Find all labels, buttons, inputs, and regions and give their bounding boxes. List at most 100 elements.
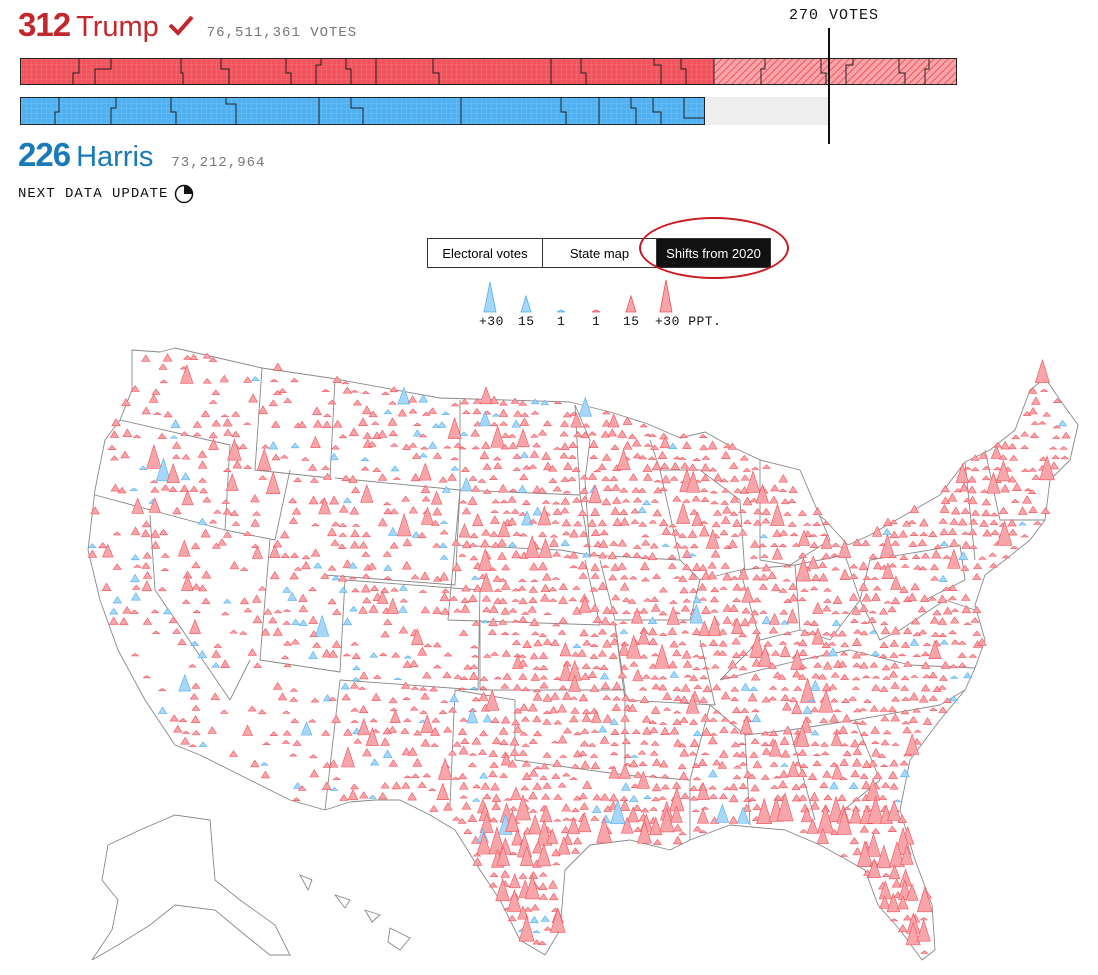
county-shift-glyph	[739, 715, 753, 735]
county-shift-glyph	[761, 615, 772, 625]
county-shift-glyph	[848, 592, 859, 601]
county-shift-glyph	[421, 496, 431, 502]
county-shift-glyph	[685, 693, 700, 714]
trump-electoral-bar	[20, 58, 957, 85]
county-shift-glyph	[331, 575, 341, 581]
legend-label-rep-1: 1	[592, 314, 601, 329]
county-shift-glyph	[469, 645, 479, 649]
county-shift-glyph	[1022, 495, 1032, 504]
county-shift-glyph	[307, 719, 317, 723]
county-shift-glyph	[749, 633, 765, 659]
county-shift-glyph	[619, 582, 630, 591]
county-shift-glyph	[852, 538, 862, 547]
county-shift-glyph	[272, 627, 283, 636]
county-shift-glyph	[701, 455, 711, 460]
county-shift-glyph	[257, 586, 267, 591]
county-shift-glyph	[912, 653, 922, 657]
county-shift-glyph	[687, 529, 698, 538]
county-shift-glyph	[680, 604, 690, 612]
county-shift-glyph	[670, 805, 683, 823]
tab-electoral-votes[interactable]: Electoral votes	[428, 239, 543, 267]
county-shift-glyph	[918, 629, 928, 635]
county-shift-glyph	[939, 527, 949, 536]
county-shift-glyph	[899, 554, 909, 560]
county-shift-glyph	[659, 486, 668, 491]
county-shift-glyph	[827, 641, 837, 646]
county-shift-glyph	[350, 641, 360, 646]
county-shift-glyph	[561, 691, 572, 700]
county-shift-glyph	[532, 666, 542, 670]
county-shift-glyph	[789, 532, 799, 537]
county-shift-glyph	[289, 571, 299, 580]
county-shift-glyph	[390, 587, 399, 592]
county-shift-glyph	[568, 454, 577, 459]
county-shift-glyph	[181, 453, 191, 460]
county-shift-glyph	[812, 753, 822, 757]
county-shift-glyph	[308, 495, 319, 505]
county-shift-glyph	[622, 610, 631, 614]
county-shift-glyph	[909, 674, 919, 678]
county-shift-glyph	[377, 429, 388, 438]
county-shift-glyph	[552, 759, 562, 768]
county-shift-glyph	[912, 707, 922, 713]
county-shift-glyph	[718, 792, 728, 800]
county-shift-glyph	[738, 508, 747, 513]
county-shift-glyph	[102, 543, 114, 558]
county-shift-glyph	[387, 725, 398, 733]
county-shift-glyph	[177, 539, 191, 557]
county-shift-glyph	[402, 660, 413, 668]
county-shift-glyph	[493, 462, 503, 469]
county-shift-glyph	[981, 475, 991, 481]
county-shift-glyph	[890, 596, 901, 605]
county-shift-glyph	[611, 483, 621, 491]
county-shift-glyph	[524, 874, 540, 900]
county-shift-glyph	[180, 364, 194, 384]
county-shift-glyph	[792, 752, 801, 756]
county-shift-glyph	[529, 652, 539, 660]
county-shift-glyph	[913, 564, 922, 570]
county-shift-glyph	[939, 540, 949, 547]
county-shift-glyph	[939, 639, 949, 645]
county-shift-glyph	[842, 750, 852, 757]
county-shift-glyph	[430, 519, 440, 526]
county-shift-glyph	[153, 411, 162, 415]
county-shift-glyph	[532, 939, 542, 945]
county-shift-glyph	[660, 462, 670, 469]
county-shift-glyph	[207, 726, 217, 734]
county-shift-glyph	[361, 573, 371, 579]
county-shift-glyph	[469, 686, 479, 690]
county-shift-glyph	[497, 520, 511, 538]
county-shift-glyph	[417, 781, 427, 788]
county-shift-glyph	[666, 605, 680, 625]
county-shift-glyph	[411, 773, 420, 779]
county-shift-glyph	[647, 616, 658, 625]
county-shift-glyph	[592, 793, 602, 801]
county-shift-glyph	[702, 684, 712, 693]
county-shift-glyph	[760, 554, 769, 558]
county-shift-glyph	[471, 620, 481, 626]
county-shift-glyph	[652, 573, 662, 579]
county-shift-glyph	[581, 662, 591, 669]
county-shift-glyph	[897, 814, 908, 824]
county-shift-glyph	[598, 628, 608, 635]
county-shift-glyph	[548, 598, 558, 602]
county-shift-glyph	[641, 554, 650, 560]
county-shift-glyph	[948, 629, 957, 635]
county-shift-glyph	[140, 529, 151, 537]
county-shift-glyph	[719, 586, 728, 590]
county-shift-glyph	[357, 717, 371, 736]
harris-popular-votes: 73,212,964	[171, 155, 266, 171]
county-shift-glyph	[439, 554, 449, 560]
county-shift-glyph	[522, 464, 532, 470]
county-shift-glyph	[191, 704, 201, 711]
county-shift-glyph	[361, 531, 371, 538]
county-shift-glyph	[788, 582, 798, 590]
county-shift-glyph	[879, 706, 889, 712]
county-shift-glyph	[537, 429, 548, 436]
county-shift-glyph	[511, 549, 522, 559]
county-shift-glyph	[878, 794, 888, 800]
county-shift-glyph	[678, 620, 688, 624]
county-shift-glyph	[211, 542, 221, 549]
county-shift-glyph	[779, 736, 790, 745]
county-shift-glyph	[881, 664, 891, 671]
